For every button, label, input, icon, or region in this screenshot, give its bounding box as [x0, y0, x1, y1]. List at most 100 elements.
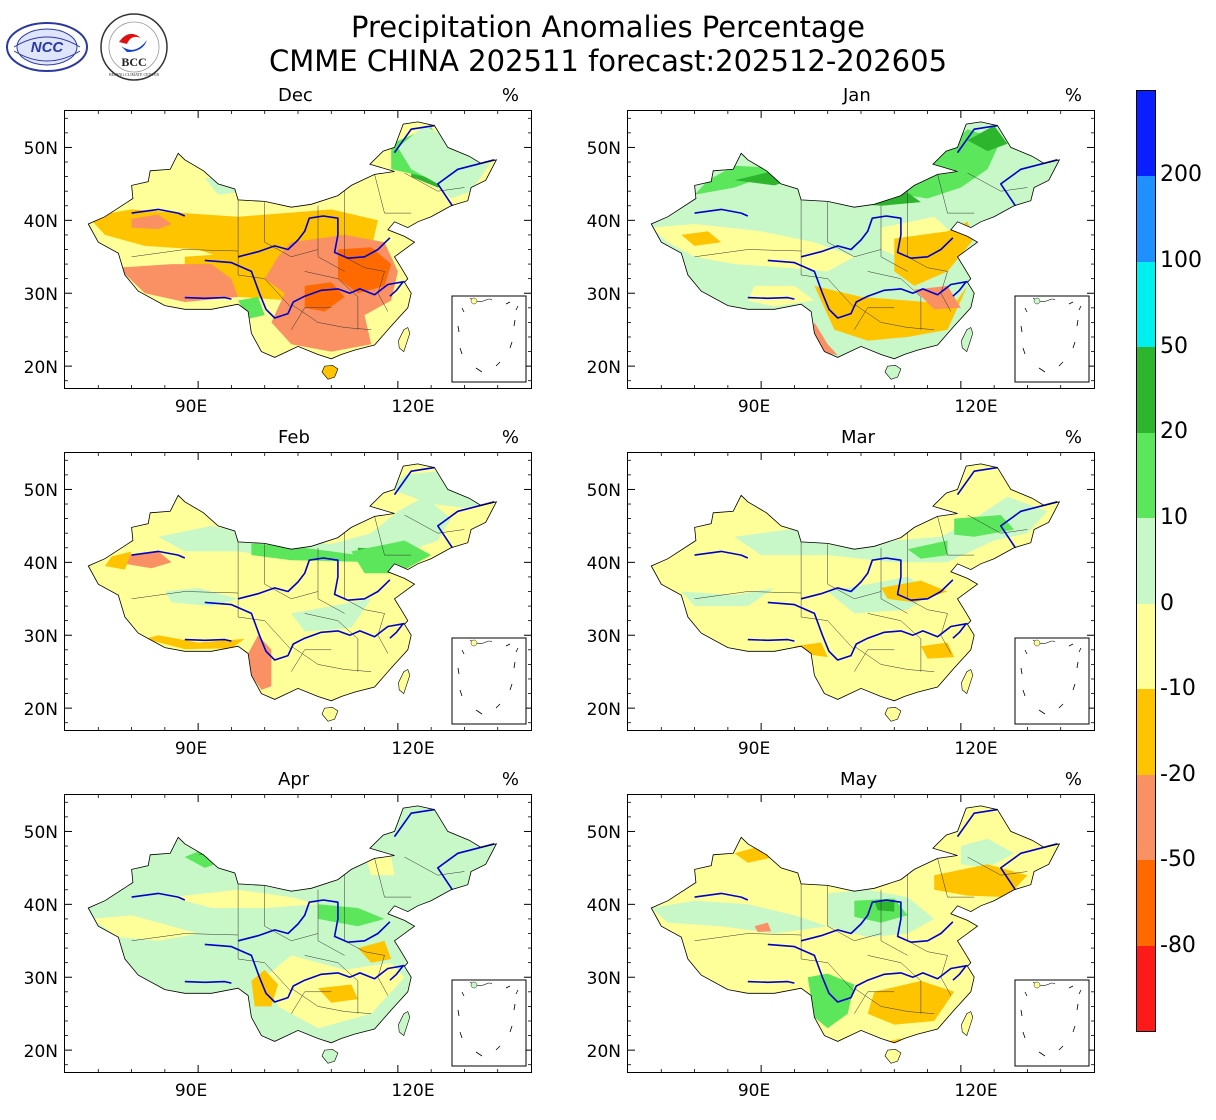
hainan-island	[321, 365, 339, 380]
inset-dash	[1072, 1025, 1076, 1033]
taiwan-island	[961, 327, 974, 353]
y-tick-label: 30N	[586, 285, 621, 305]
south-china-sea-inset	[1014, 637, 1090, 725]
anomaly-region	[814, 285, 968, 341]
inset-dash	[461, 307, 465, 313]
colorbar-label: -10	[1160, 676, 1196, 701]
anomaly-region	[357, 940, 392, 963]
colorbar-segment	[1137, 261, 1155, 348]
province-border	[967, 172, 1028, 192]
province-border	[694, 933, 802, 942]
province-border	[907, 870, 948, 956]
panel-unit: %	[501, 427, 519, 448]
y-tick-label: 20N	[586, 358, 621, 378]
inset-dash	[1020, 667, 1023, 675]
anomaly-region	[238, 296, 265, 319]
province-border	[264, 886, 319, 942]
colorbar-segment	[1137, 860, 1155, 946]
figure-subtitle: CMME CHINA 202511 forecast:202512-202605	[268, 44, 948, 78]
province-border	[827, 886, 882, 942]
province-border	[800, 541, 855, 650]
colorbar-label: 0	[1160, 591, 1174, 616]
river-line	[800, 899, 954, 943]
inset-dash	[1078, 305, 1082, 311]
province-border	[404, 172, 465, 192]
province-border	[237, 883, 292, 992]
river-line	[767, 943, 968, 1003]
anomaly-region	[104, 551, 132, 570]
inset-dash	[495, 361, 501, 367]
colorbar-segment	[1137, 689, 1155, 775]
river-line	[956, 808, 998, 838]
province-border	[374, 516, 412, 556]
river-line	[767, 601, 968, 661]
inset-dash	[1058, 361, 1064, 367]
province-border	[854, 991, 895, 1014]
province-border	[854, 987, 935, 1014]
inset-frame	[451, 295, 527, 383]
anomaly-region	[907, 540, 948, 559]
inset-frame	[1014, 295, 1090, 383]
river-line	[747, 980, 795, 984]
south-china-sea-inset	[451, 295, 527, 383]
province-border	[304, 271, 359, 330]
figure-title: Precipitation Anomalies Percentage	[351, 10, 865, 44]
taiwan-island	[398, 669, 411, 695]
river-line	[952, 623, 967, 639]
y-tick-label: 30N	[23, 969, 58, 989]
inset-dash	[509, 683, 513, 691]
south-china-sea-inset	[451, 637, 527, 725]
panel-dec: Dec %	[64, 85, 534, 421]
map-frame	[627, 452, 1095, 731]
inset-dash	[495, 703, 501, 709]
province-border	[374, 858, 412, 898]
y-tick-label: 20N	[586, 1042, 621, 1062]
inset-dash	[457, 325, 460, 333]
province-border	[827, 202, 882, 258]
anomaly-region	[171, 889, 318, 908]
y-tick-label: 50N	[23, 481, 58, 501]
inset-frame	[1014, 637, 1090, 725]
anomaly-region	[874, 900, 895, 912]
bcc-logo-ring-text: BEIJING CLIMATE CENTER	[109, 72, 159, 77]
anomaly-region	[351, 540, 432, 574]
anomaly-layer	[651, 125, 1008, 356]
province-border	[291, 991, 332, 1014]
panel-feb: Feb %	[64, 427, 534, 763]
colorbar-label: -80	[1160, 933, 1196, 958]
y-tick-label: 20N	[23, 700, 58, 720]
inset-dash	[1058, 703, 1064, 709]
inset-dash	[495, 1045, 501, 1051]
inset-dash	[475, 709, 483, 715]
colorbar-segment	[1137, 432, 1155, 519]
bcc-logo-text: BCC	[121, 55, 146, 69]
x-tick-label: 90E	[737, 1081, 771, 1101]
country-outline	[87, 805, 498, 1044]
bcc-logo-icon: BCC BEIJING CLIMATE CENTER	[100, 13, 168, 81]
hainan-island	[321, 1049, 339, 1064]
inset-dash	[1022, 689, 1026, 697]
x-tick-label: 120E	[954, 739, 998, 759]
province-border	[304, 955, 359, 1014]
province-border	[937, 174, 975, 214]
colorbar-label: 20	[1160, 419, 1188, 444]
panel-unit: %	[501, 769, 519, 790]
province-border	[880, 547, 908, 614]
country-outline	[650, 805, 1061, 1044]
province-border	[131, 249, 239, 258]
y-tick-label: 40N	[23, 896, 58, 916]
country-outline	[650, 463, 1061, 702]
province-border	[854, 645, 935, 672]
y-tick-label: 40N	[23, 554, 58, 574]
anomaly-region	[914, 285, 961, 310]
hainan-island	[884, 365, 902, 380]
anomaly-region	[811, 322, 838, 356]
river-line	[184, 296, 232, 300]
province-border	[377, 613, 389, 654]
anomaly-region	[158, 496, 452, 563]
province-border	[867, 955, 922, 1014]
inset-dash	[459, 347, 463, 355]
ncc-logo-text: NCC	[31, 39, 65, 56]
colorbar-segment	[1137, 774, 1155, 861]
inset-frame	[451, 979, 527, 1067]
